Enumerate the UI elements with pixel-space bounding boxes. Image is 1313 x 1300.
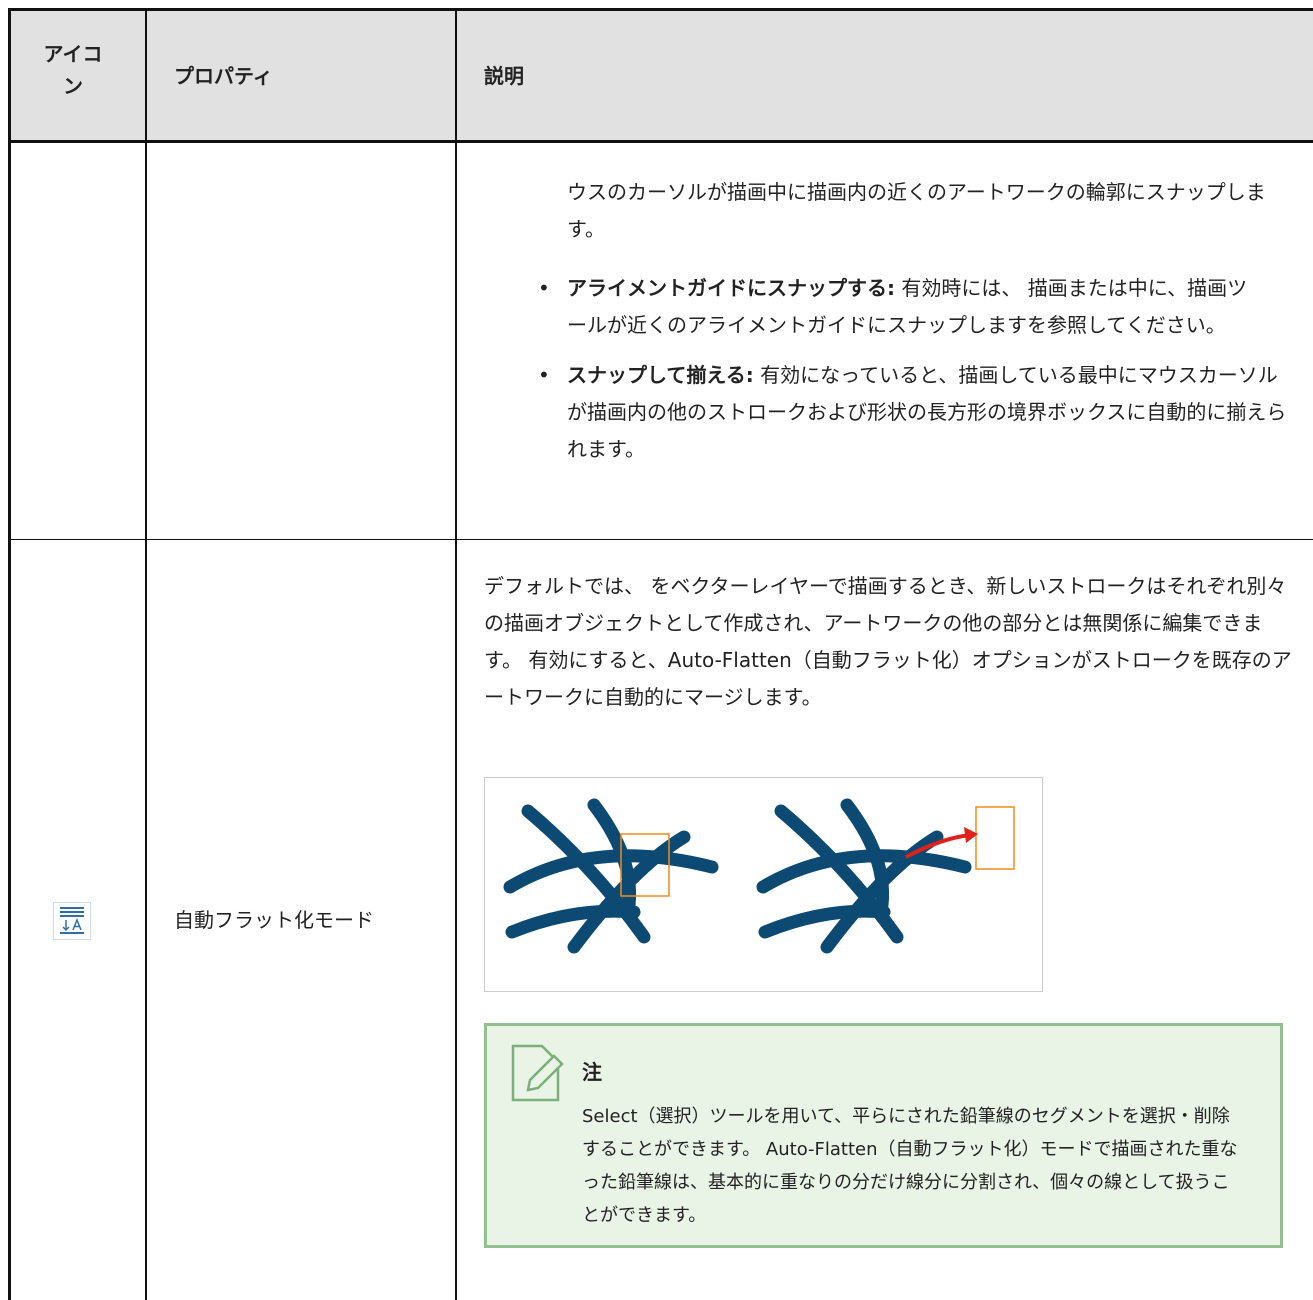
text: 有効時には、 描画または中に、描画ツールが近くのアライメントガイドにスナップしま… bbox=[567, 276, 1248, 337]
note-icon bbox=[511, 1044, 564, 1102]
property: 自動フラット化モード bbox=[174, 908, 374, 932]
header-cell: 説明 bbox=[484, 64, 524, 88]
border bbox=[8, 8, 11, 1300]
bullet-list: • アライメントガイドにスナップする: 有効時には、 描画または中に、描画ツール… bbox=[538, 270, 1298, 468]
illustration bbox=[484, 777, 1043, 992]
border bbox=[455, 8, 457, 1300]
paragraph: ウスのカーソルが描画中に描画内の近くのアートワークの輪郭にスナップします。 bbox=[567, 180, 1266, 241]
note-text: Select（選択）ツールを用いて、平らにされた鉛筆線のセグメントを選択・削除す… bbox=[582, 1106, 1238, 1226]
border bbox=[8, 539, 1313, 540]
bullet-dot: • bbox=[538, 276, 550, 300]
border bbox=[8, 140, 1313, 143]
bullet-dot: • bbox=[538, 363, 550, 387]
header-cell: アイコン bbox=[43, 42, 103, 98]
paragraph: デフォルトでは、 をベクターレイヤーで描画するとき、新しいストロークはそれぞれ別… bbox=[484, 574, 1292, 709]
term: スナップして揃える: bbox=[567, 363, 754, 387]
icon bbox=[53, 902, 91, 940]
term: アライメントガイドにスナップする: bbox=[567, 276, 895, 300]
note-title: 注 bbox=[582, 1060, 602, 1084]
header-cell: プロパティ bbox=[174, 64, 273, 88]
bullet: • スナップして揃える: 有効になっていると、描画している最中にマウスカーソルが… bbox=[538, 357, 1297, 468]
note-box bbox=[484, 1023, 1283, 1248]
border bbox=[8, 8, 1313, 11]
bullet: • アライメントガイドにスナップする: 有効時には、 描画または中に、描画ツール… bbox=[538, 270, 1267, 344]
border bbox=[145, 8, 147, 1300]
header-row bbox=[8, 8, 1313, 142]
text: 有効になっていると、描画している最中にマウスカーソルが描画内の他のストロークおよ… bbox=[567, 363, 1287, 461]
